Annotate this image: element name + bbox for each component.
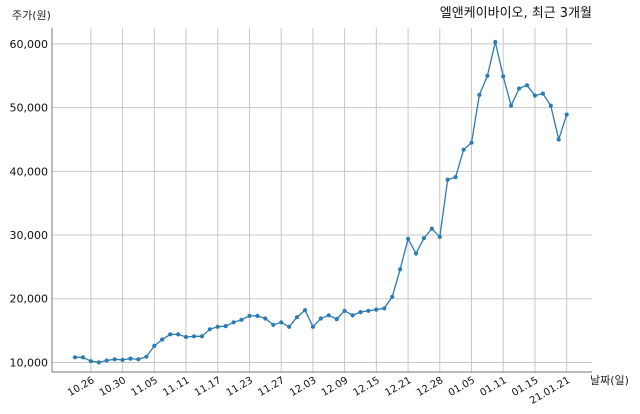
y-tick-label: 40,000 [10, 165, 49, 178]
x-tick-label: 11.27 [256, 375, 286, 399]
data-point [477, 92, 482, 97]
data-point [461, 147, 466, 152]
data-point [136, 357, 141, 362]
y-tick-label: 30,000 [10, 229, 49, 242]
data-point [366, 308, 371, 313]
data-point [302, 308, 308, 313]
data-point [112, 357, 117, 362]
data-point [390, 294, 395, 299]
data-point [485, 73, 490, 78]
x-axis-label: 날짜(일) [590, 373, 629, 387]
data-point [160, 337, 165, 342]
data-point [382, 306, 387, 311]
data-point [413, 251, 419, 256]
data-point [429, 226, 434, 231]
series-line [75, 41, 568, 364]
data-point [350, 313, 355, 318]
data-point [183, 334, 189, 340]
data-point [556, 137, 561, 142]
data-point [255, 313, 260, 318]
data-point [421, 236, 426, 241]
data-point [191, 334, 196, 339]
data-point [72, 355, 78, 360]
data-point [263, 316, 268, 321]
y-tick-label: 10,000 [10, 356, 49, 369]
data-point [239, 317, 244, 322]
x-tick-label: 12.21 [383, 375, 413, 399]
data-point [501, 74, 506, 79]
data-point [453, 175, 458, 180]
x-tick-label: 12.03 [288, 375, 318, 399]
data-point [398, 267, 403, 272]
x-tick-label: 12.28 [415, 375, 445, 399]
data-point [88, 359, 93, 364]
data-point [509, 103, 514, 108]
x-tick-label: 01.11 [478, 375, 508, 399]
x-tick-label: 12.09 [320, 375, 350, 399]
axes [51, 28, 592, 373]
data-point [540, 91, 546, 96]
data-point [318, 316, 323, 321]
grid [52, 28, 592, 372]
x-tick-label: 11.17 [193, 375, 223, 399]
x-tick-label: 01.05 [447, 375, 477, 399]
data-point [215, 324, 220, 329]
y-tick-label: 20,000 [10, 293, 49, 306]
x-tick-labels: 10.26 10.30 11.05 11.11 11.17 11.23 11.27 12.03… [66, 375, 572, 407]
data-point [168, 332, 173, 337]
data-point [374, 307, 379, 312]
data-point [96, 360, 101, 365]
data-point [294, 315, 300, 320]
data-point [548, 103, 553, 108]
data-point [564, 112, 569, 117]
y-axis-label: 주가(원) [12, 9, 51, 22]
data-point [437, 234, 442, 239]
y-tick-labels: 10,000 20,000 30,000 40,000 50,000 60,000 [10, 38, 49, 370]
data-point [532, 93, 538, 98]
data-point [207, 327, 212, 332]
x-tick-label: 11.11 [161, 375, 191, 399]
chart-title: 엘앤케이바이오, 최근 3개월 [440, 6, 592, 21]
data-point [199, 334, 204, 339]
data-point [144, 354, 149, 359]
data-point [176, 332, 181, 337]
x-tick-label: 11.05 [129, 375, 159, 399]
data-point [334, 317, 339, 322]
y-tick-label: 50,000 [10, 102, 49, 115]
data-point [271, 322, 276, 327]
data-point [231, 320, 236, 325]
data-point [406, 236, 411, 241]
data-point [223, 324, 228, 329]
data-point [469, 140, 474, 145]
x-tick-label: 11.23 [225, 375, 255, 399]
data-point [445, 177, 450, 182]
data-point [358, 310, 363, 315]
x-tick-label: 10.30 [98, 375, 128, 399]
data-point [80, 355, 85, 360]
data-point [493, 39, 498, 45]
data-point [517, 86, 522, 91]
data-point [247, 313, 252, 318]
data-point [342, 308, 347, 313]
data-point [152, 343, 157, 348]
series [72, 39, 569, 365]
data-point [120, 357, 125, 362]
data-point [287, 324, 292, 329]
y-tick-label: 60,000 [10, 38, 49, 51]
x-tick-label: 10.26 [66, 375, 96, 399]
x-tick-label: 12.15 [352, 375, 382, 399]
data-point [104, 358, 109, 363]
data-point [524, 83, 530, 88]
data-point [279, 320, 284, 325]
data-point [326, 313, 331, 318]
data-point [310, 324, 315, 329]
data-point [128, 356, 133, 361]
